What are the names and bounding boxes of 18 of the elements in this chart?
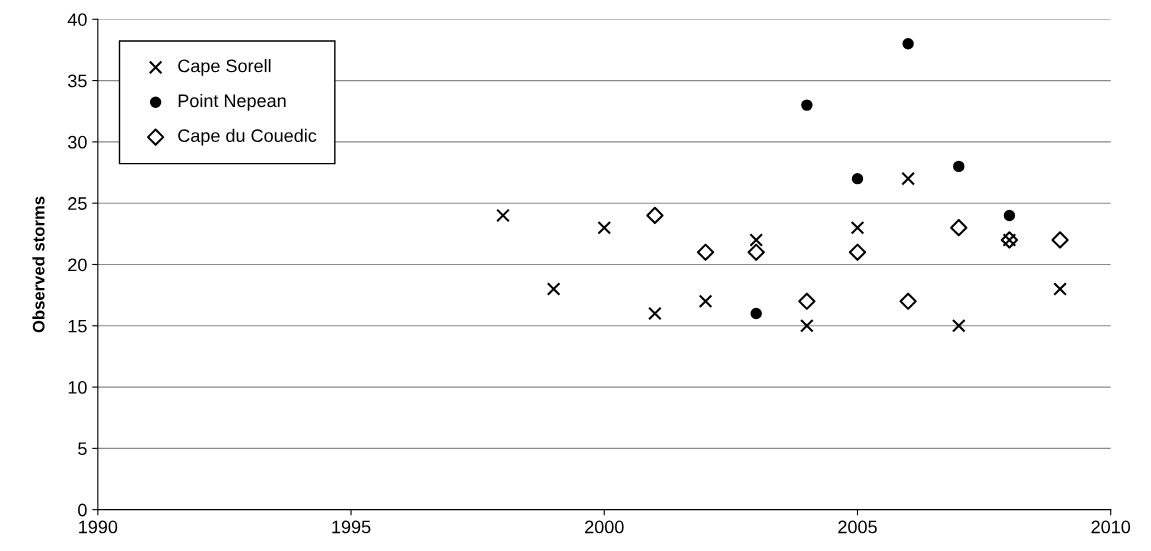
y-tick-label: 35 xyxy=(68,74,87,88)
legend-label: Point Nepean xyxy=(178,93,286,111)
legend-label: Cape Sorell xyxy=(178,59,271,76)
y-axis-title: Observed storms xyxy=(32,196,45,333)
x-tick-label: 2005 xyxy=(838,520,877,534)
y-tick-label: 15 xyxy=(68,319,87,333)
legend-label: Cape du Couedic xyxy=(178,128,317,146)
x-tick-label: 1995 xyxy=(332,520,371,534)
y-tick-label: 0 xyxy=(78,503,87,517)
x-tick-label: 1990 xyxy=(79,520,118,534)
y-tick-label: 40 xyxy=(67,13,87,27)
y-tick-label: 10 xyxy=(68,381,87,394)
x-tick-label: 2010 xyxy=(1091,520,1131,534)
x-tick-label: 2000 xyxy=(585,520,624,534)
y-tick-label: 20 xyxy=(68,258,87,272)
y-tick-label: 5 xyxy=(78,442,87,456)
y-tick-label: 25 xyxy=(68,197,87,210)
y-tick-label: 30 xyxy=(68,135,87,149)
